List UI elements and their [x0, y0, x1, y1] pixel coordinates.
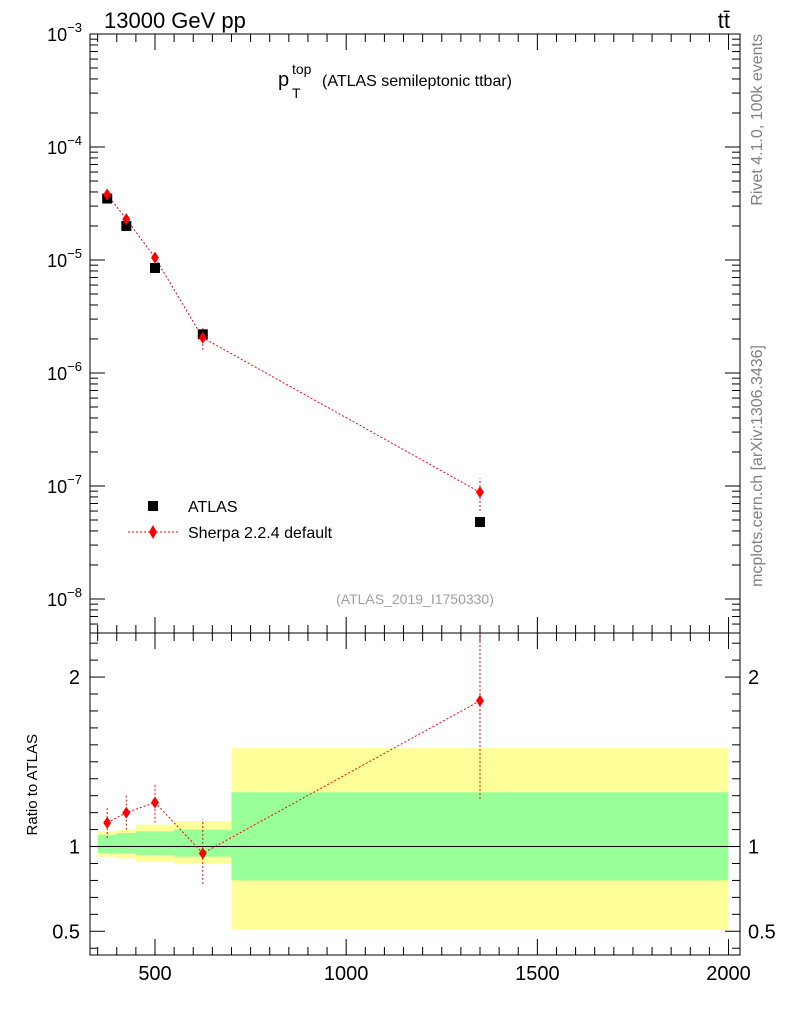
ratio-inner-band — [97, 834, 117, 854]
main-data — [102, 188, 485, 528]
plot-title: p top T (ATLAS semileptonic ttbar) — [278, 61, 512, 101]
atlas-marker — [121, 220, 132, 231]
ratio-y-tick-label-right: 2 — [748, 667, 759, 689]
sherpa-marker — [122, 213, 131, 226]
ratio-y-tick-label: 0.5 — [52, 921, 80, 943]
ratio-y-axis-label: Ratio to ATLAS — [24, 734, 41, 835]
ratio-sherpa-marker — [476, 694, 484, 707]
x-tick-label: 1000 — [324, 963, 369, 985]
x-tick-labels: 500 1000 1500 2000 — [138, 963, 750, 985]
ratio-inner-band — [135, 831, 175, 856]
main-y-tick-label: 10−3 — [47, 20, 82, 45]
ratio-y-tick-label-right: 0.5 — [748, 921, 776, 943]
ratio-sherpa-marker — [122, 806, 131, 819]
x-tick-label: 1500 — [515, 963, 560, 985]
ratio-bands — [97, 748, 729, 930]
title-rest: (ATLAS semileptonic ttbar) — [322, 73, 512, 90]
ratio-panel: 0.5 0.5 1 1 2 2 Ratio to ATLAS 500 1000 1500 200… — [24, 632, 776, 985]
legend-sherpa-marker — [149, 525, 157, 539]
process-label: tt̄ — [718, 8, 730, 33]
legend-sherpa-label: Sherpa 2.2.4 default — [188, 525, 333, 542]
ratio-ticks — [90, 633, 740, 955]
main-y-tick-labels: 10−3 10−4 10−5 10−6 10−7 10−8 — [47, 20, 82, 610]
main-y-tick-label: 10−7 — [47, 472, 82, 497]
main-y-tick-label: 10−4 — [47, 133, 82, 158]
main-ticks — [90, 33, 740, 634]
ratio-y-tick-label: 2 — [69, 667, 80, 689]
sherpa-marker — [198, 331, 207, 344]
ratio-data — [103, 633, 484, 884]
ratio-y-tick-label-right: 1 — [748, 837, 759, 859]
sherpa-marker — [151, 251, 159, 264]
legend-atlas-label: ATLAS — [188, 499, 238, 516]
main-y-tick-label: 10−6 — [47, 359, 82, 384]
atlas-marker — [150, 262, 160, 273]
rivet-label: Rivet 4.1.0, 100k events — [749, 34, 766, 206]
ratio-sherpa-marker — [198, 847, 207, 860]
legend-atlas-marker — [148, 501, 158, 511]
main-panel: 10−3 10−4 10−5 10−6 10−7 10−8 p top T (ATLAS … — [47, 20, 741, 634]
title-sup: top — [292, 61, 312, 77]
main-frame — [89, 33, 741, 634]
ratio-y-tick-labels: 0.5 0.5 1 1 2 2 — [52, 667, 776, 943]
main-y-tick-label: 10−8 — [47, 585, 82, 610]
ratio-inner-band — [231, 792, 729, 881]
atlas-marker — [475, 517, 485, 528]
title-main: p — [278, 69, 289, 91]
sherpa-marker — [476, 486, 484, 499]
ratio-sherpa-marker — [151, 796, 159, 809]
title-sub: T — [292, 85, 301, 101]
ratio-y-tick-label: 1 — [69, 837, 80, 859]
legend: ATLAS Sherpa 2.2.4 default — [128, 499, 333, 542]
energy-label: 13000 GeV pp — [104, 8, 246, 33]
ratio-sherpa-marker — [103, 816, 112, 829]
x-tick-label: 500 — [138, 963, 171, 985]
mcplots-label: mcplots.cern.ch [arXiv:1306.3436] — [749, 345, 766, 587]
x-tick-label: 2000 — [706, 963, 751, 985]
ratio-inner-band — [116, 832, 136, 854]
main-y-tick-label: 10−5 — [47, 246, 82, 271]
ratio-frame — [89, 632, 741, 956]
sherpa-marker — [103, 188, 112, 201]
sherpa-line — [106, 194, 481, 493]
analysis-label: (ATLAS_2019_I1750330) — [336, 591, 494, 607]
